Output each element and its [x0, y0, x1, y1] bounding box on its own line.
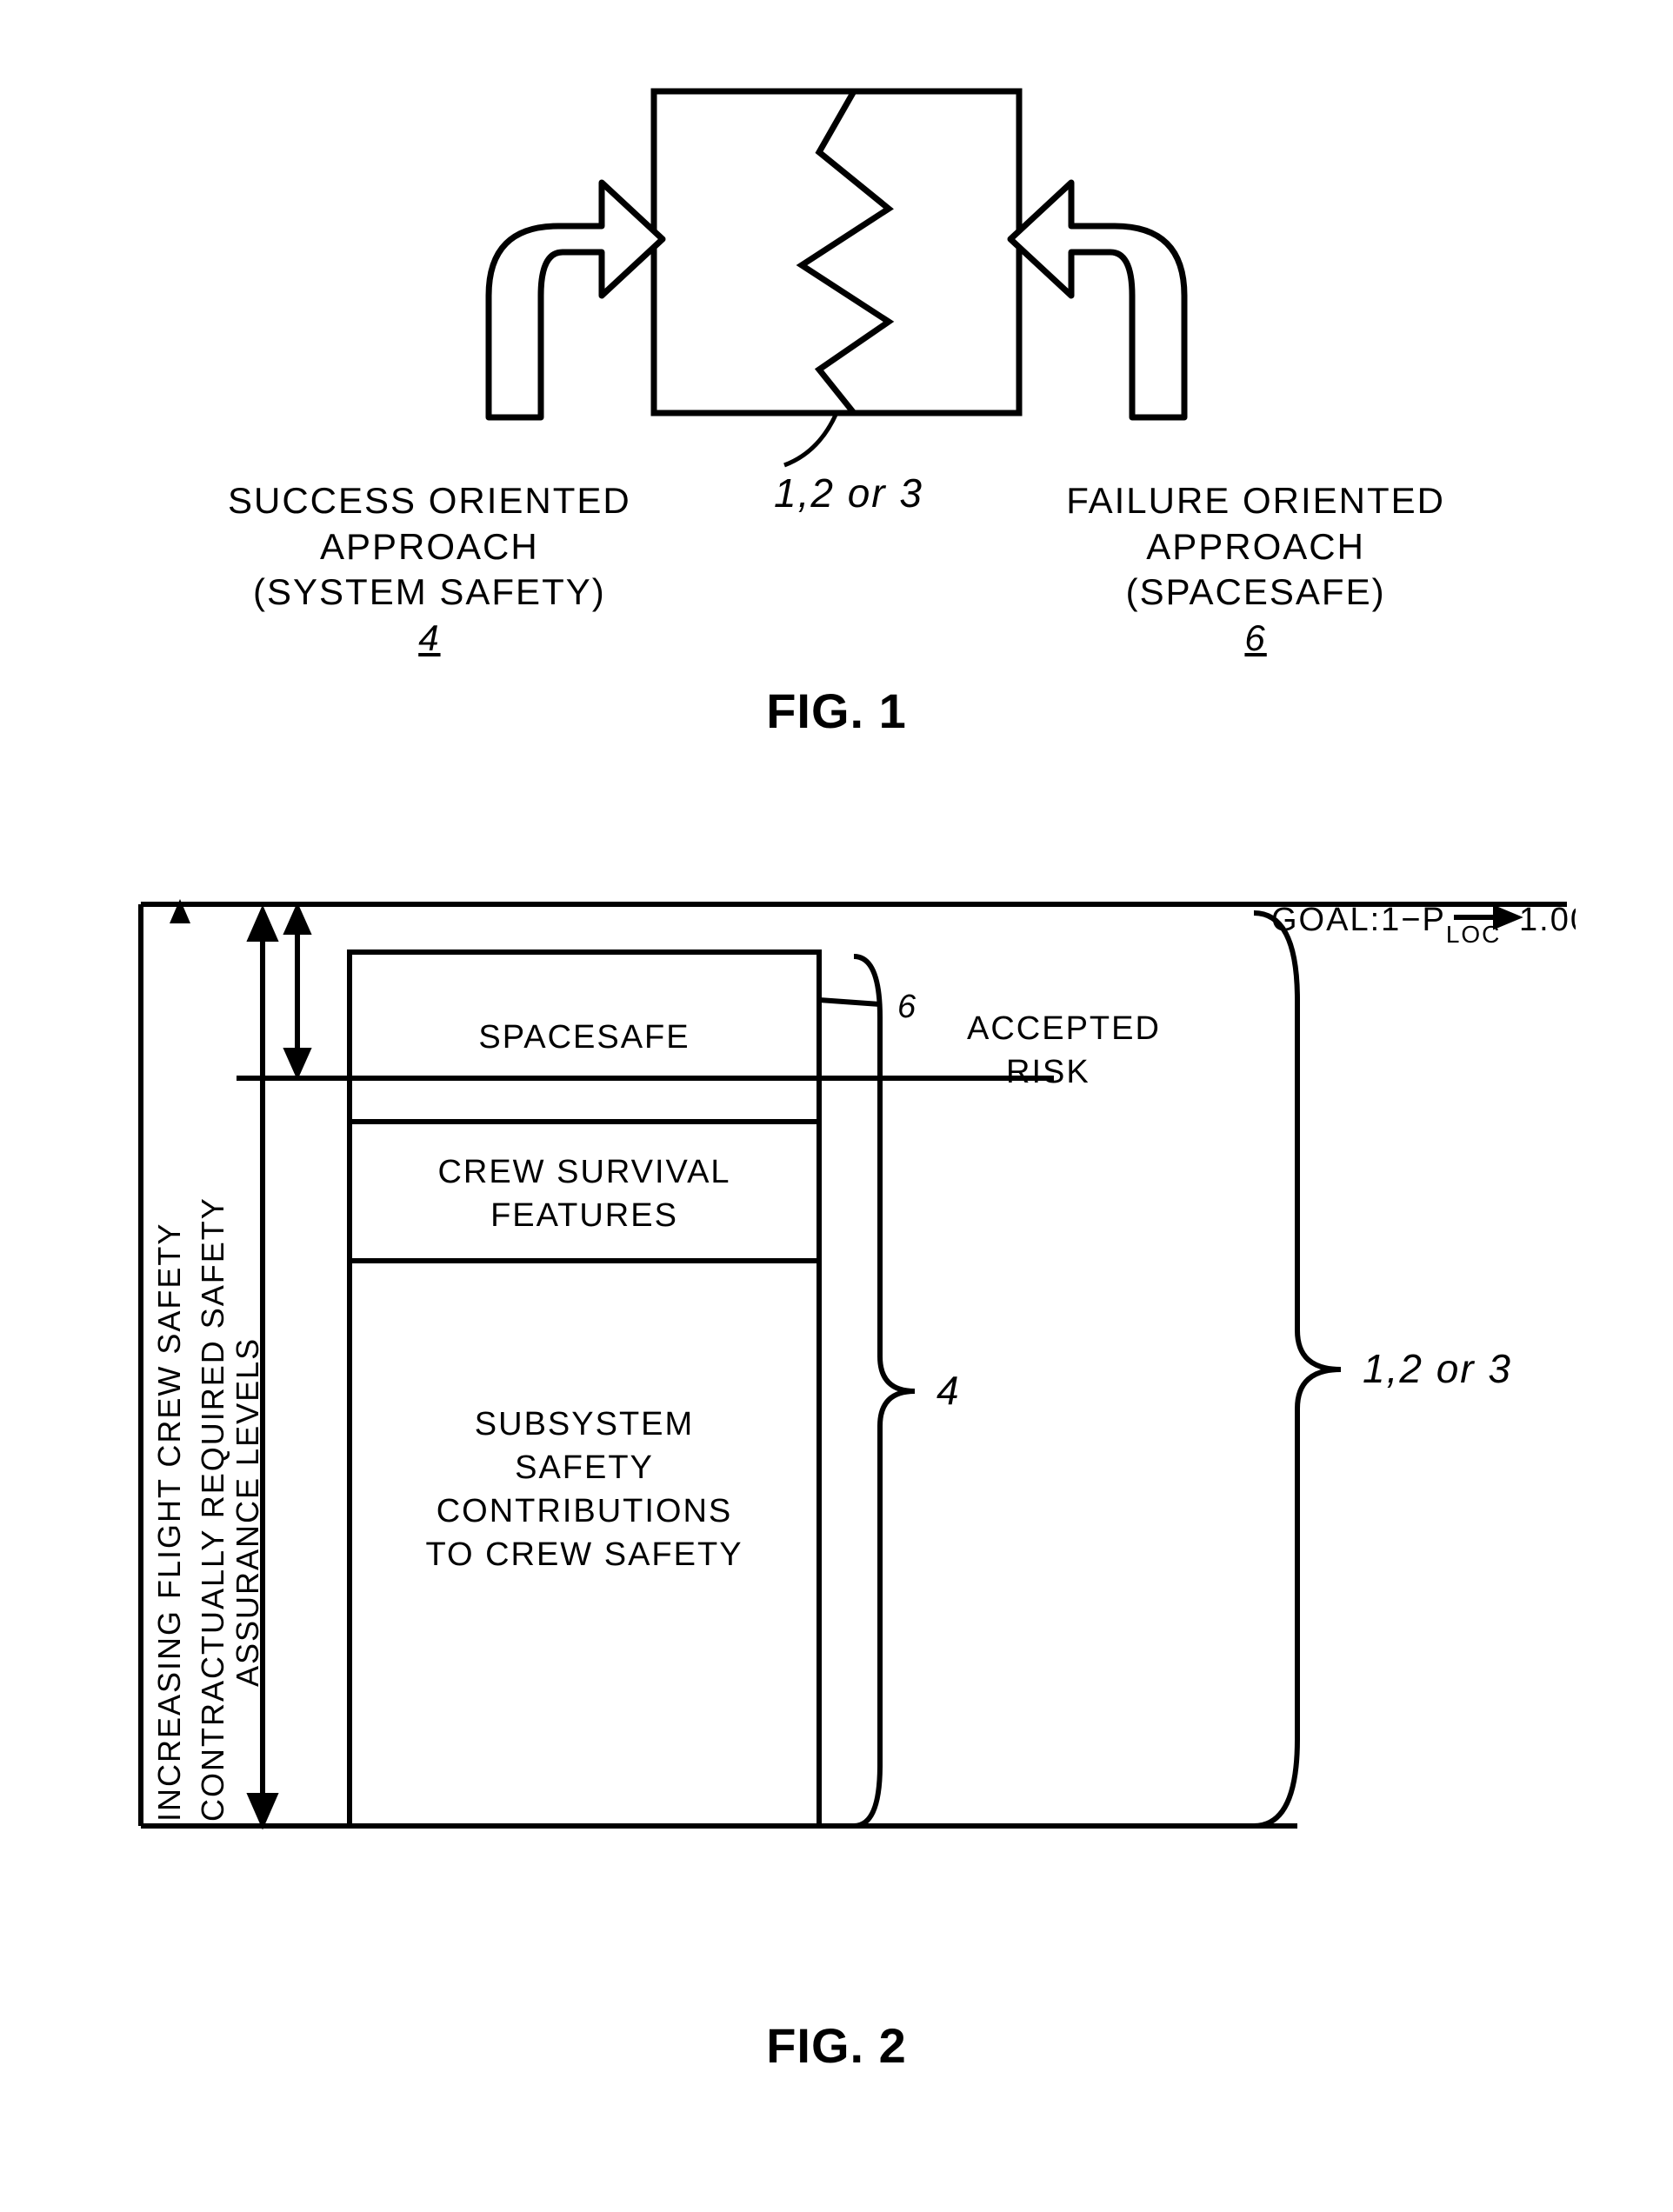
fig1-center-ref: 1,2 or 3: [774, 470, 923, 516]
box-bot-2: SAFETY: [515, 1449, 654, 1486]
brace-large-ref: 1,2 or 3: [1363, 1346, 1512, 1391]
ref-number: 6: [1066, 616, 1445, 662]
accepted-risk-2: RISK: [1006, 1054, 1090, 1090]
brace-small-ref: 4: [936, 1368, 959, 1413]
label-text: (SYSTEM SAFETY): [228, 570, 631, 616]
y-axis2-label-line2: ASSURANCE LEVELS: [230, 1337, 265, 1687]
label-text: FAILURE ORIENTED: [1066, 478, 1445, 524]
label-text: APPROACH: [1066, 524, 1445, 570]
y-axis2-label-line1: CONTRACTUALLY REQUIRED SAFETY: [195, 1196, 230, 1822]
box-mid-2: FEATURES: [490, 1197, 678, 1234]
figure-2: INCREASING FLIGHT CREW SAFETY CONTRACTUA…: [97, 869, 1576, 1956]
box-top-ref: 6: [897, 989, 917, 1025]
ref-number: 4: [228, 616, 631, 662]
box-top-label: SPACESAFE: [478, 1019, 690, 1056]
label-text: SUCCESS ORIENTED: [228, 478, 631, 524]
label-text: (SPACESAFE): [1066, 570, 1445, 616]
goal-tail: 1.00: [1519, 902, 1576, 938]
fig1-right-label: FAILURE ORIENTED APPROACH (SPACESAFE) 6: [1066, 478, 1445, 661]
box-mid-1: CREW SURVIVAL: [437, 1154, 730, 1190]
fig1-svg: [228, 70, 1445, 478]
goal-label: GOAL:1−PLOC: [1271, 902, 1501, 948]
box-bot-1: SUBSYSTEM: [475, 1406, 694, 1442]
box-bot-3: CONTRIBUTIONS: [437, 1493, 733, 1529]
label-text: APPROACH: [228, 524, 631, 570]
y-axis-label: INCREASING FLIGHT CREW SAFETY: [151, 1223, 187, 1822]
fig1-label-row: SUCCESS ORIENTED APPROACH (SYSTEM SAFETY…: [228, 478, 1445, 661]
fig2-svg: INCREASING FLIGHT CREW SAFETY CONTRACTUA…: [97, 869, 1576, 1869]
figure-1: SUCCESS ORIENTED APPROACH (SYSTEM SAFETY…: [35, 70, 1638, 678]
fig2-caption: FIG. 2: [35, 2017, 1638, 2074]
fig1-caption: FIG. 1: [35, 683, 1638, 739]
fig1-left-label: SUCCESS ORIENTED APPROACH (SYSTEM SAFETY…: [228, 478, 631, 661]
box-bot-4: TO CREW SAFETY: [425, 1536, 743, 1573]
accepted-risk-1: ACCEPTED: [967, 1010, 1161, 1047]
